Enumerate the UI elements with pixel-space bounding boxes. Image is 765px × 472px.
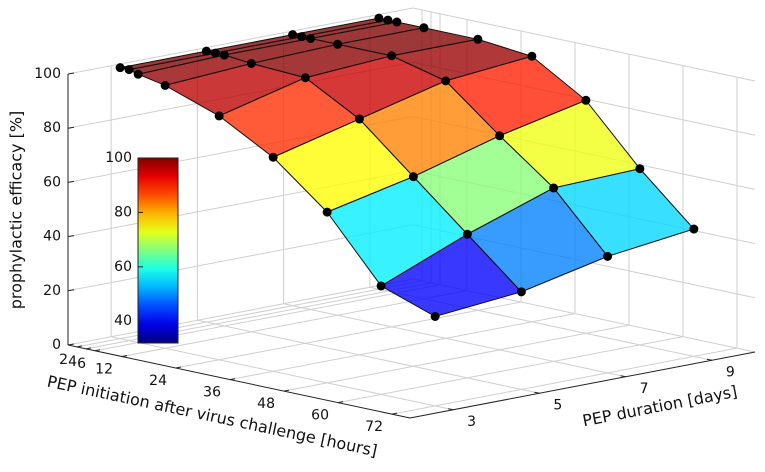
colorbar-tick-label: 40 <box>114 313 132 329</box>
x-tick <box>283 389 290 392</box>
data-point <box>322 207 332 217</box>
grid-line <box>67 7 414 75</box>
z-tick <box>67 180 75 183</box>
x-tick-label: 60 <box>311 408 329 424</box>
data-point <box>392 17 402 27</box>
x-tick <box>175 366 182 369</box>
y-tick-label: 5 <box>553 397 562 413</box>
data-point <box>354 114 364 124</box>
z-tick <box>67 343 75 346</box>
x-tick-label: 6 <box>77 356 86 372</box>
grid-line <box>412 7 756 82</box>
grid-line <box>76 280 423 348</box>
colorbar-tick-label: 60 <box>114 259 132 275</box>
x-tick <box>229 378 236 381</box>
data-point <box>246 58 256 68</box>
data-point <box>214 111 224 121</box>
y-tick <box>448 408 454 411</box>
y-tick-label: 7 <box>640 381 649 397</box>
z-tick-label: 20 <box>43 283 61 299</box>
x-tick-label: 4 <box>68 354 77 370</box>
z-tick <box>67 126 75 129</box>
data-point <box>219 50 229 60</box>
grid-line <box>229 313 576 381</box>
colorbar-tick-label: 100 <box>105 150 132 166</box>
y-tick-label: 3 <box>467 414 476 430</box>
z-tick-label: 80 <box>43 120 61 136</box>
data-point <box>201 46 211 56</box>
data-point <box>408 172 418 182</box>
y-tick-label: 9 <box>726 364 735 380</box>
x-tick-label: 24 <box>149 373 167 389</box>
x-tick-label: 36 <box>203 385 221 401</box>
data-point <box>124 65 134 75</box>
x-tick <box>337 401 344 404</box>
data-point <box>297 32 307 42</box>
markers <box>115 13 699 321</box>
y-tick <box>620 375 626 378</box>
colorbar-tick-label: 80 <box>114 204 132 220</box>
data-point <box>462 229 472 239</box>
data-point <box>549 183 559 193</box>
x-tick <box>121 355 128 358</box>
data-point <box>133 69 143 79</box>
grid-line <box>283 303 626 378</box>
z-tick-label: 60 <box>43 174 61 190</box>
grid-line <box>391 347 738 415</box>
data-point <box>374 13 384 23</box>
data-point <box>527 51 537 61</box>
data-point <box>383 15 393 25</box>
data-point <box>689 224 699 234</box>
data-point <box>603 251 613 261</box>
x-tick-label: 12 <box>95 362 113 378</box>
grid-line <box>111 336 454 411</box>
y-tick <box>706 358 712 361</box>
y-tick <box>534 391 540 394</box>
data-point <box>288 30 298 40</box>
data-point <box>430 311 440 321</box>
z-tick-label: 100 <box>34 66 61 82</box>
grid-line <box>197 319 540 394</box>
data-point <box>210 48 220 58</box>
x-tick <box>391 412 398 415</box>
x-tick <box>94 349 101 352</box>
data-point <box>635 164 645 174</box>
data-point <box>376 281 386 291</box>
z-tick <box>67 289 75 292</box>
data-point <box>333 39 343 49</box>
colorbar <box>137 157 179 344</box>
data-point <box>441 76 451 86</box>
data-point <box>581 95 591 105</box>
z-tick <box>67 72 75 75</box>
data-point <box>387 51 397 61</box>
x-tick <box>76 345 83 348</box>
surface <box>120 17 695 318</box>
grid-line <box>67 278 414 346</box>
x-axis <box>67 344 411 419</box>
data-point <box>300 73 310 83</box>
x-tick-label: 72 <box>365 419 383 435</box>
data-point <box>473 34 483 44</box>
z-tick-label: 40 <box>43 229 61 245</box>
data-point <box>495 131 505 141</box>
x-tick-label: 2 <box>59 352 68 368</box>
data-point <box>306 34 316 44</box>
data-point <box>268 152 278 162</box>
grid-line <box>337 336 684 404</box>
x-tick <box>85 347 92 350</box>
data-point <box>115 63 125 73</box>
x-tick-label: 48 <box>257 396 275 412</box>
z-tick <box>67 235 75 238</box>
grid-line <box>283 324 630 392</box>
data-point <box>160 80 170 90</box>
z-tick-label: 0 <box>52 337 61 353</box>
grid-line <box>175 301 522 369</box>
y-axis-label: PEP duration [days] <box>581 382 739 431</box>
y-axis <box>409 351 756 419</box>
z-axis-label: prophylactic efficacy [%] <box>7 111 26 310</box>
data-point <box>419 23 429 33</box>
data-point <box>516 287 526 297</box>
